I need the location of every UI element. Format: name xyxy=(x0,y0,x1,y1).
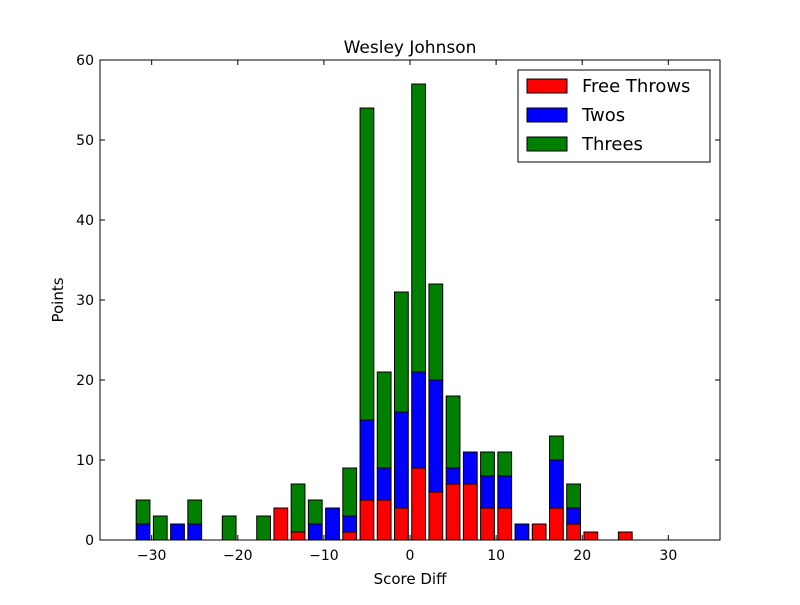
legend-swatch xyxy=(526,78,568,94)
bar-free-throws xyxy=(342,531,358,541)
y-tick-label: 60 xyxy=(76,53,94,69)
bar-twos xyxy=(376,467,392,501)
bar-twos xyxy=(428,379,444,493)
x-tick-label: 30 xyxy=(659,548,677,564)
bar-free-throws xyxy=(411,467,427,541)
bar-threes xyxy=(497,451,513,477)
bar-threes xyxy=(256,515,272,541)
bar-twos xyxy=(170,523,185,541)
bar-twos xyxy=(135,523,151,541)
plot-frame xyxy=(99,59,721,541)
bar-twos xyxy=(394,411,409,509)
legend-label: Threes xyxy=(581,134,643,155)
bar-twos xyxy=(497,475,513,509)
legend-swatch xyxy=(526,107,568,123)
bar-free-throws xyxy=(566,523,582,541)
legend-items: Free Throws Twos Threes xyxy=(526,76,690,155)
bar-twos xyxy=(325,507,340,541)
bar-free-throws xyxy=(462,483,478,541)
bar-free-throws xyxy=(428,491,444,541)
legend: Free Throws Twos Threes xyxy=(517,69,711,163)
chart-title: Wesley Johnson xyxy=(344,38,477,58)
bars-layer xyxy=(118,83,702,541)
x-tick-label: −20 xyxy=(223,548,253,564)
bar-twos xyxy=(480,475,495,509)
bar-free-throws xyxy=(445,483,461,541)
bar-threes xyxy=(359,107,375,421)
bar-twos xyxy=(549,459,564,509)
bar-free-throws xyxy=(394,507,409,541)
bar-threes xyxy=(445,395,461,469)
bar-free-throws xyxy=(549,507,564,541)
bar-free-throws xyxy=(497,507,513,541)
x-tick-label: −30 xyxy=(137,548,167,564)
ticks-layer: −30 −20 −10 0 10 20 30 0 10 20 30 40 50 60 xyxy=(76,53,720,564)
bar-free-throws xyxy=(359,499,375,541)
bar-threes xyxy=(307,499,323,525)
x-tick-label: −10 xyxy=(309,548,339,564)
bar-threes xyxy=(411,83,427,373)
bar-twos xyxy=(187,523,203,541)
bar-free-throws xyxy=(480,507,495,541)
y-tick-label: 20 xyxy=(76,373,94,389)
bar-threes xyxy=(342,467,358,517)
bar-twos xyxy=(462,451,478,485)
bar-threes xyxy=(480,451,495,477)
bar-threes xyxy=(549,435,564,461)
bar-twos xyxy=(411,371,427,469)
bar-threes xyxy=(135,499,151,525)
bar-threes xyxy=(376,371,392,469)
legend-label: Twos xyxy=(581,105,625,126)
bar-threes xyxy=(290,483,306,533)
bar-twos xyxy=(514,523,530,541)
bar-threes xyxy=(187,499,203,525)
y-tick-label: 40 xyxy=(76,213,94,229)
bar-twos xyxy=(359,419,375,501)
bar-free-throws xyxy=(617,531,633,541)
bar-twos xyxy=(566,507,582,525)
bar-twos xyxy=(445,467,461,485)
bar-free-throws xyxy=(376,499,392,541)
y-axis-label: Points xyxy=(49,277,67,322)
y-tick-label: 10 xyxy=(76,453,94,469)
x-axis-label: Score Diff xyxy=(374,570,447,588)
y-tick-label: 0 xyxy=(85,533,94,549)
bar-free-throws xyxy=(583,531,599,541)
bar-threes xyxy=(152,515,168,541)
bar-free-throws xyxy=(531,523,547,541)
bar-free-throws xyxy=(290,531,306,541)
x-tick-label: 10 xyxy=(487,548,505,564)
legend-label: Free Throws xyxy=(582,76,690,97)
y-tick-label: 30 xyxy=(76,293,94,309)
bar-threes xyxy=(566,483,582,509)
x-tick-label: 20 xyxy=(573,548,591,564)
bar-threes xyxy=(428,283,444,381)
bar-threes xyxy=(394,291,409,413)
bar-free-throws xyxy=(273,507,289,541)
bar-threes xyxy=(221,515,237,541)
bar-twos xyxy=(342,515,358,533)
bar-twos xyxy=(307,523,323,541)
x-tick-label: 0 xyxy=(406,548,415,564)
legend-swatch xyxy=(526,136,568,152)
y-tick-label: 50 xyxy=(76,133,94,149)
